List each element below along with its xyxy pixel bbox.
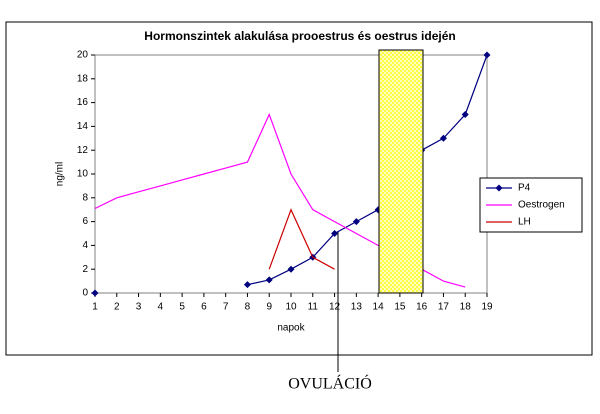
series-line [247,54,488,286]
x-tick-label: 8 [245,302,251,313]
x-axis-label: napok [277,323,305,334]
x-tick-label: 14 [373,302,385,313]
x-tick-label: 10 [285,302,297,313]
data-point [243,281,251,289]
x-tick-label: 16 [416,302,428,313]
chart-border [5,21,593,356]
x-tick-label: 12 [329,302,341,313]
y-axis-label: ng/ml [55,162,66,186]
data-point [483,51,491,59]
data-point [265,276,273,284]
y-tick-label: 10 [77,169,89,180]
highlight-box [378,49,424,294]
series-line [268,208,335,270]
x-tick-label: 17 [438,302,450,313]
x-tick-label: 7 [223,302,229,313]
y-tick-label: 2 [82,264,88,275]
x-tick-label: 18 [460,302,472,313]
data-point [352,218,360,226]
y-tick-label: 6 [82,216,88,227]
y-tick-label: 8 [82,192,88,203]
x-tick-label: 2 [114,302,120,313]
y-tick-label: 18 [77,73,89,84]
legend-marker [495,184,503,192]
x-tick-label: 15 [394,302,406,313]
data-point [461,111,469,118]
x-tick-label: 4 [158,302,164,313]
data-point [439,134,447,142]
y-tick-label: 4 [82,240,88,251]
x-tick-label: 13 [351,302,363,313]
x-tick-label: 1 [92,302,98,313]
x-tick-label: 19 [481,302,493,313]
annotation: OVULÁCIÓ [288,374,372,393]
legend-label: P4 [518,183,531,194]
data-point [91,289,99,297]
legend-label: LH [518,217,531,228]
x-tick-label: 11 [308,302,319,313]
data-point [287,265,295,273]
legend-label: Oestrogen [518,200,565,211]
data-point [331,230,339,237]
x-tick-label: 6 [201,302,207,313]
legend-items: P4 Oestrogen LH [486,183,565,228]
y-tick-label: 14 [77,121,89,132]
x-tick-label: 5 [179,302,185,313]
chart-title: Hormonszintek alakulása prooestrus és oe… [144,29,455,43]
x-tick-label: 3 [136,302,142,313]
y-tick-label: 20 [77,50,89,61]
y-tick-label: 16 [77,97,89,108]
y-tick-label: 12 [77,145,89,156]
y-tick-label: 0 [82,288,88,299]
x-tick-label: 9 [266,302,272,313]
